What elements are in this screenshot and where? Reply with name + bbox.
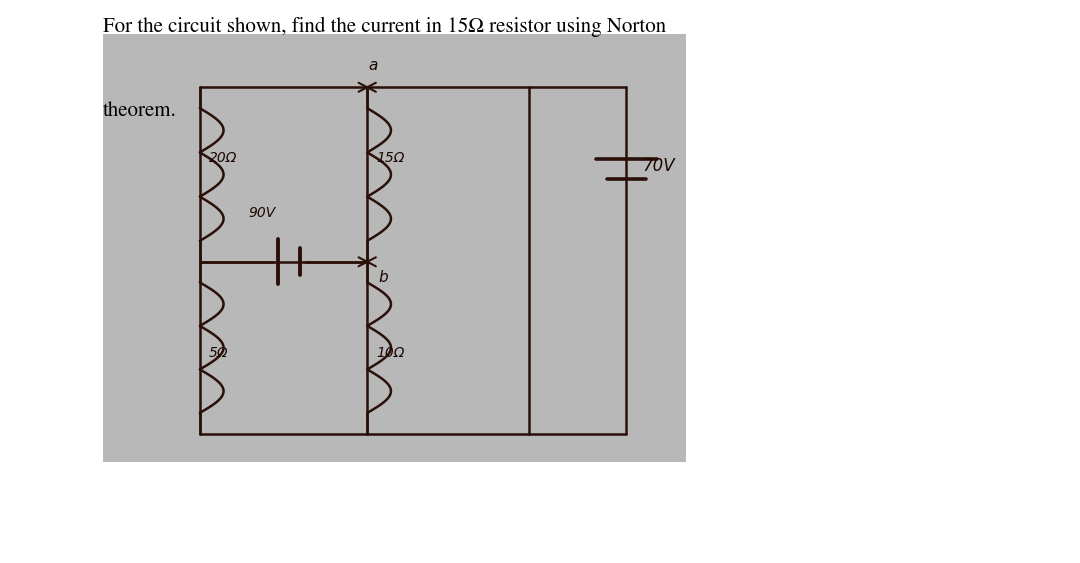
Text: 10Ω: 10Ω (376, 346, 404, 360)
Text: 5Ω: 5Ω (208, 346, 228, 360)
Text: For the circuit shown, find the current in 15Ω resistor using Norton: For the circuit shown, find the current … (103, 17, 665, 37)
Text: theorem.: theorem. (103, 101, 176, 121)
Text: 70V: 70V (643, 157, 675, 175)
Bar (103, 34, 686, 462)
Text: a: a (368, 58, 377, 73)
Text: 20Ω: 20Ω (208, 151, 237, 164)
Text: 15Ω: 15Ω (376, 151, 404, 164)
Text: b: b (378, 270, 388, 285)
Text: 90V: 90V (248, 205, 275, 220)
